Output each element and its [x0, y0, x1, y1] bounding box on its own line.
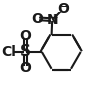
- Text: −: −: [60, 0, 70, 13]
- Text: O: O: [19, 61, 31, 75]
- Text: O: O: [31, 12, 43, 26]
- Text: +: +: [50, 13, 59, 23]
- Text: N: N: [47, 13, 58, 27]
- Text: O: O: [19, 29, 31, 43]
- Text: O: O: [57, 2, 69, 16]
- Text: Cl: Cl: [2, 45, 17, 59]
- Text: S: S: [20, 44, 31, 59]
